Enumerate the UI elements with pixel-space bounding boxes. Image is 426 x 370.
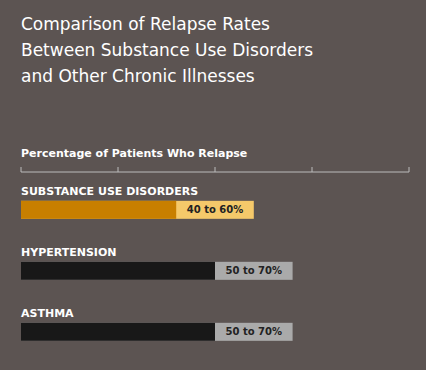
bar-range-end — [21, 201, 254, 219]
bar-range-start — [21, 262, 215, 280]
category-label: HYPERTENSION — [21, 246, 117, 259]
title: and Other Chronic Illnesses — [21, 66, 255, 86]
bars — [21, 201, 293, 341]
x-tick — [312, 167, 313, 172]
labels: SUBSTANCE USE DISORDERS 40 to 60% HYPERTEN… — [21, 185, 282, 338]
x-tick — [409, 167, 410, 172]
chart-svg: Comparison of Relapse Rates Between Subst… — [0, 0, 426, 370]
x-tick — [215, 167, 216, 172]
category-label: SUBSTANCE USE DISORDERS — [21, 185, 198, 198]
chart-container: Comparison of Relapse Rates Between Subst… — [0, 0, 426, 370]
bar-range-end — [21, 262, 293, 280]
x-tick — [21, 167, 22, 172]
subtitle: Percentage of Patients Who Relapse — [21, 147, 247, 160]
bar-range-end — [21, 323, 293, 341]
title: Comparison of Relapse Rates — [21, 14, 270, 34]
data-label: 50 to 70% — [226, 326, 282, 337]
title-group: Comparison of Relapse Rates Between Subst… — [21, 14, 313, 86]
x-tick — [118, 167, 119, 172]
bar-range-start — [21, 201, 176, 219]
data-label: 40 to 60% — [187, 204, 243, 215]
data-label: 50 to 70% — [226, 265, 282, 276]
category-label: ASTHMA — [21, 307, 74, 320]
title: Between Substance Use Disorders — [21, 40, 313, 60]
bar-range-start — [21, 323, 215, 341]
